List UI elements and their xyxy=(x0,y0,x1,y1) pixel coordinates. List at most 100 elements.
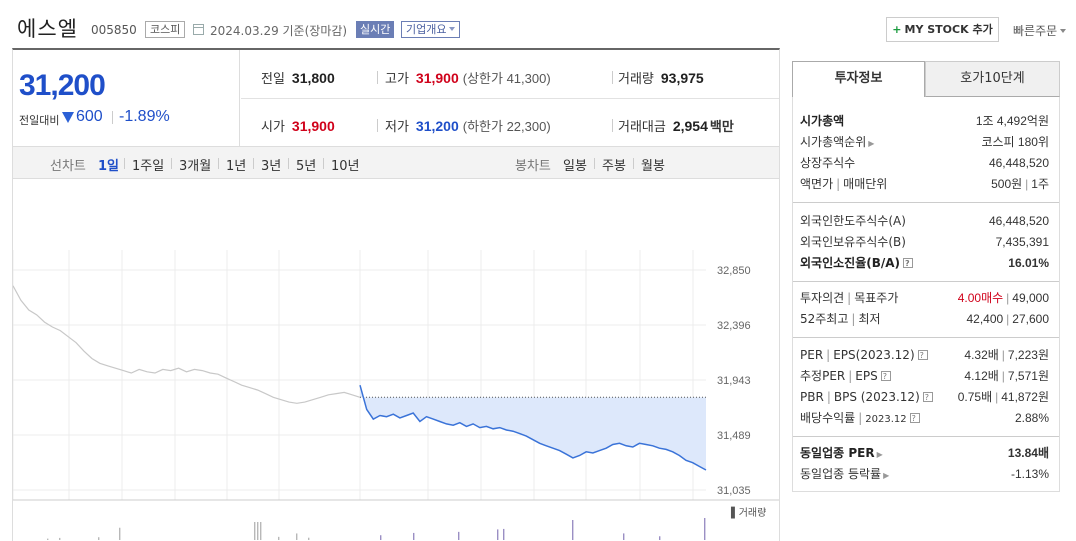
label[interactable]: 시가총액순위 ▶ xyxy=(800,134,874,152)
help-icon[interactable] xyxy=(880,369,891,385)
row-market-cap: 시가총액 1조 4,492억원 xyxy=(800,113,1049,129)
row-sector-change: 동일업종 등락률 ▶ -1.13% xyxy=(800,466,1049,482)
chevron-right-icon: ▶ xyxy=(876,450,883,459)
volume-bar xyxy=(296,533,298,540)
value: 4.32배 | 7,223원 xyxy=(964,348,1049,362)
row-opinion: 투자의견 | 목표주가 4.00매수 | 49,000 xyxy=(800,290,1049,306)
stat-volume: 거래량 93,975 xyxy=(618,68,704,87)
divider xyxy=(124,158,125,169)
volume-bar xyxy=(278,536,280,540)
price-stats: 전일 31,800 고가 31,900 (상한가 41,300) 거래량 93,975 … xyxy=(241,50,779,146)
value: 0.75배 | 41,872원 xyxy=(957,390,1049,404)
value: 4.00매수 | 49,000 xyxy=(957,291,1049,305)
volume-bar xyxy=(623,533,625,540)
value: -1.13% xyxy=(1010,467,1049,481)
value-text: 49,000 xyxy=(1012,291,1049,305)
stock-code: 005850 xyxy=(91,23,137,37)
volume-bar xyxy=(458,531,460,540)
label-text: 동일업종 등락률 xyxy=(800,467,882,481)
realtime-button[interactable]: 실시간 xyxy=(356,21,395,38)
y-tick-label: 31,489 xyxy=(717,430,751,442)
divider xyxy=(112,111,113,124)
label[interactable]: 동일업종 PER ▶ xyxy=(800,445,883,463)
tab-orderbook[interactable]: 호가10단계 xyxy=(925,61,1060,97)
volume-bar xyxy=(260,522,262,540)
stat-prev-close: 전일 31,800 xyxy=(261,68,335,87)
stat-label: 거래량 xyxy=(618,72,654,87)
divider xyxy=(793,337,1059,338)
base-date: 2024.03.29 기준(장마감) xyxy=(210,24,348,38)
volume-bar xyxy=(47,538,49,540)
label-text: PER xyxy=(800,348,824,362)
value-text: 7,571원 xyxy=(1007,369,1049,383)
stat-label: 고가 xyxy=(385,72,409,87)
candle-monthly[interactable]: 월봉 xyxy=(641,159,665,174)
invest-panel: 투자정보 호가10단계 시가총액 1조 4,492억원 시가총액순위 ▶ 코스피 … xyxy=(792,61,1060,492)
period-1y[interactable]: 1년 xyxy=(226,159,247,174)
value-text: 7,223원 xyxy=(1007,348,1049,362)
help-icon[interactable] xyxy=(922,390,933,406)
value: 7,435,391 xyxy=(995,235,1049,249)
value: 13.84배 xyxy=(1007,446,1049,460)
period-1d[interactable]: 1일 xyxy=(98,159,120,174)
row-per: PER|EPS(2023.12) 4.32배|7,223원 xyxy=(800,347,1049,364)
corp-info-label: 기업개요 xyxy=(406,23,447,36)
value: 코스피 180위 xyxy=(981,135,1049,149)
corp-info-dropdown[interactable]: 기업개요 xyxy=(401,21,461,38)
volume-bar xyxy=(119,527,121,540)
label[interactable]: 동일업종 등락률 ▶ xyxy=(800,466,889,484)
quick-order-label: 빠른주문 xyxy=(1013,24,1058,38)
label-text: EPS(2023.12) xyxy=(833,348,915,362)
add-my-stock-button[interactable]: + MY STOCK 추가 xyxy=(886,17,999,42)
divider xyxy=(171,158,172,169)
period-1w[interactable]: 1주일 xyxy=(132,159,165,174)
quick-order-dropdown[interactable]: 빠른주문 xyxy=(1013,22,1067,39)
tab-invest-info[interactable]: 투자정보 xyxy=(792,61,925,97)
volume-label: ▌거래량 xyxy=(730,506,766,519)
price-box: 31,200 전일대비 600 -1.89% xyxy=(13,50,240,146)
add-my-stock-label: MY STOCK 추가 xyxy=(904,23,993,36)
help-icon[interactable] xyxy=(903,256,914,272)
today-fill-area xyxy=(360,385,706,470)
label-text: PBR xyxy=(800,390,824,404)
today-price-line xyxy=(359,384,707,471)
row-pbr: PBR|BPS (2023.12) 0.75배|41,872원 xyxy=(800,389,1049,406)
change-label: 전일대비 xyxy=(19,114,60,127)
quote-panel: 31,200 전일대비 600 -1.89% 전일 31,800 고가 31,900… xyxy=(12,48,780,541)
volume-bar xyxy=(503,528,505,540)
price-change-pct: -1.89% xyxy=(119,108,170,125)
label-text: 시가총액순위 xyxy=(800,135,867,149)
value-text: 27,600 xyxy=(1012,312,1049,326)
chevron-down-icon xyxy=(1060,29,1067,33)
row-sector-per: 동일업종 PER ▶ 13.84배 xyxy=(800,445,1049,461)
candle-weekly[interactable]: 주봉 xyxy=(602,159,626,174)
label: 배당수익률 | 2023.12 xyxy=(800,410,920,428)
volume-bar xyxy=(308,537,310,540)
stat-value: 31,900 xyxy=(291,118,335,134)
period-10y[interactable]: 10년 xyxy=(331,159,360,174)
divider xyxy=(253,158,254,169)
help-icon[interactable] xyxy=(917,348,928,364)
label: 시가총액 xyxy=(800,114,845,128)
divider xyxy=(633,158,634,169)
period-3m[interactable]: 3개월 xyxy=(179,159,212,174)
period-3y[interactable]: 3년 xyxy=(261,159,282,174)
value: 500원 | 1주 xyxy=(991,177,1049,191)
help-icon[interactable] xyxy=(909,411,920,427)
row-foreign-limit: 외국인한도주식수(A) 46,448,520 xyxy=(800,213,1049,229)
row-52week: 52주최고 | 최저 42,400 | 27,600 xyxy=(800,311,1049,327)
stat-value: 31,900 xyxy=(415,70,459,86)
label-text: 외국인소진율(B/A) xyxy=(800,256,901,270)
value-text: 1주 xyxy=(1031,177,1049,191)
y-tick-label: 32,850 xyxy=(717,265,751,277)
price-change: 600 xyxy=(76,108,103,125)
label-text: 매매단위 xyxy=(843,177,888,191)
stock-header: 에스엘 005850 코스피 2024.03.29 기준(장마감) 실시간 기업… xyxy=(0,0,1076,44)
candle-chart-label: 봉차트 xyxy=(515,159,551,174)
label-text: 2023.12 xyxy=(865,414,907,425)
market-badge: 코스피 xyxy=(145,21,186,38)
prev-day-line xyxy=(13,285,361,404)
period-5y[interactable]: 5년 xyxy=(296,159,317,174)
candle-daily[interactable]: 일봉 xyxy=(563,159,587,174)
volume-bar xyxy=(413,532,415,540)
